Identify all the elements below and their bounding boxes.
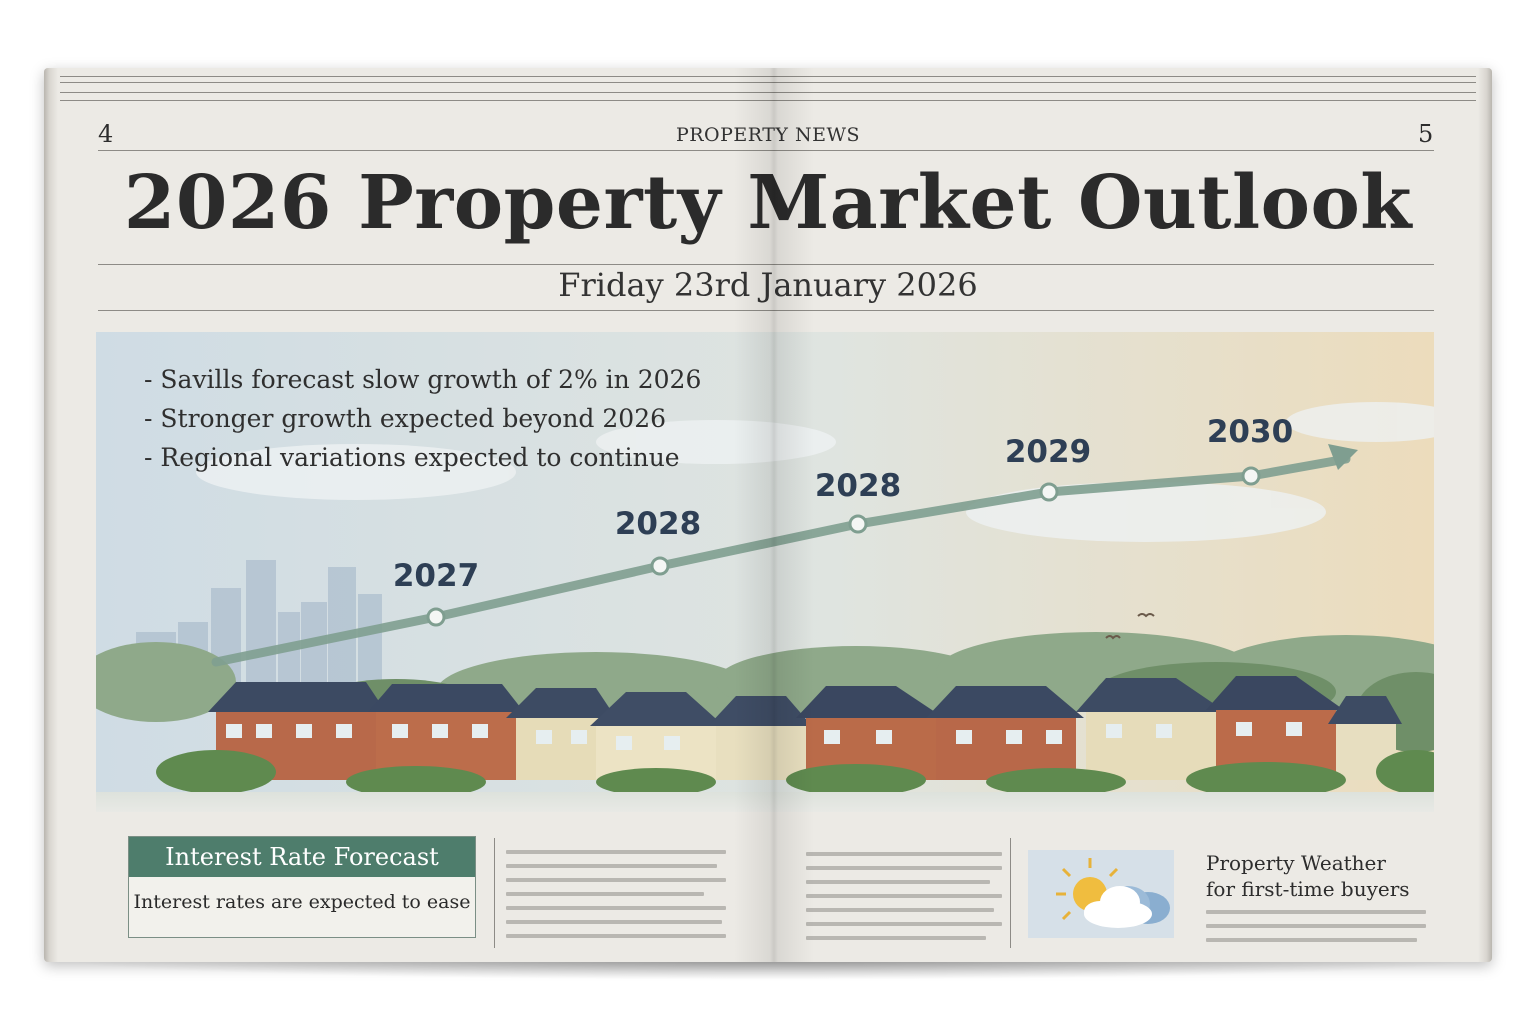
column-rule — [1010, 838, 1011, 948]
year-label-2: 2028 — [614, 506, 702, 542]
text-line — [506, 892, 704, 896]
top-rule-3 — [60, 92, 1476, 93]
top-rule-2 — [60, 82, 1476, 83]
page-number-left: 4 — [98, 120, 114, 148]
text-line — [806, 866, 1002, 870]
text-line — [1206, 924, 1426, 928]
trend-node — [848, 514, 868, 534]
headline-rule-2 — [98, 310, 1434, 311]
text-line — [806, 936, 987, 940]
text-line — [506, 934, 726, 938]
headline-rule-1 — [98, 264, 1434, 265]
section-rule — [98, 150, 1434, 151]
trend-node — [1039, 482, 1059, 502]
weather-title: Property Weather for first-time buyers — [1206, 850, 1410, 902]
column-rule — [494, 838, 495, 948]
text-line — [806, 894, 1002, 898]
birds — [1105, 613, 1155, 640]
year-label-5: 2030 — [1206, 414, 1294, 450]
year-label-3: 2028 — [814, 468, 902, 504]
trend-node — [426, 607, 446, 627]
text-line — [806, 922, 1002, 926]
interest-rate-box: Interest Rate Forecast Interest rates ar… — [128, 836, 476, 938]
top-rule-1 — [60, 76, 1476, 77]
weather-title-line-2: for first-time buyers — [1206, 877, 1410, 901]
page-number-right: 5 — [1418, 120, 1434, 148]
year-label-1: 2027 — [392, 558, 480, 594]
trend-node — [1241, 466, 1261, 486]
page-edge-right — [1478, 68, 1492, 962]
year-label-4: 2029 — [1004, 434, 1092, 470]
text-line — [506, 920, 722, 924]
bullet-item: Regional variations expected to continue — [144, 438, 701, 477]
newspaper-spread: 4 5 PROPERTY NEWS 2026 Property Market O… — [44, 68, 1492, 962]
interest-rate-text: Interest rates are expected to ease — [133, 891, 471, 913]
page-edge-left — [44, 68, 58, 962]
house-row-2 — [590, 686, 1084, 780]
text-line — [806, 852, 1002, 856]
text-line — [806, 908, 995, 912]
trend-arrowhead — [1328, 444, 1358, 470]
bushes — [156, 750, 1434, 798]
text-line — [506, 906, 726, 910]
text-line — [1206, 938, 1418, 942]
headline: 2026 Property Market Outlook — [123, 160, 1413, 246]
text-line — [506, 864, 718, 868]
trend-node — [650, 556, 670, 576]
text-column-2 — [806, 852, 1002, 950]
weather-title-line-1: Property Weather — [1206, 851, 1386, 875]
text-line — [806, 880, 991, 884]
sun-cloud-icon — [1056, 858, 1170, 928]
weather-illustration — [1028, 850, 1174, 938]
top-rule-4 — [60, 100, 1476, 101]
text-line — [1206, 910, 1426, 914]
dateline: Friday 23rd January 2026 — [558, 266, 978, 304]
interest-rate-title: Interest Rate Forecast — [129, 837, 475, 877]
bullet-item: Savills forecast slow growth of 2% in 20… — [144, 360, 701, 399]
ground — [96, 792, 1434, 812]
section-title: PROPERTY NEWS — [675, 124, 861, 146]
text-line — [506, 878, 726, 882]
text-line — [506, 850, 726, 854]
text-column-1 — [506, 850, 726, 948]
bullet-item: Stronger growth expected beyond 2026 — [144, 399, 701, 438]
trend-line-group — [211, 444, 1358, 667]
bullet-list: Savills forecast slow growth of 2% in 20… — [144, 360, 701, 477]
text-column-3 — [1206, 910, 1426, 952]
